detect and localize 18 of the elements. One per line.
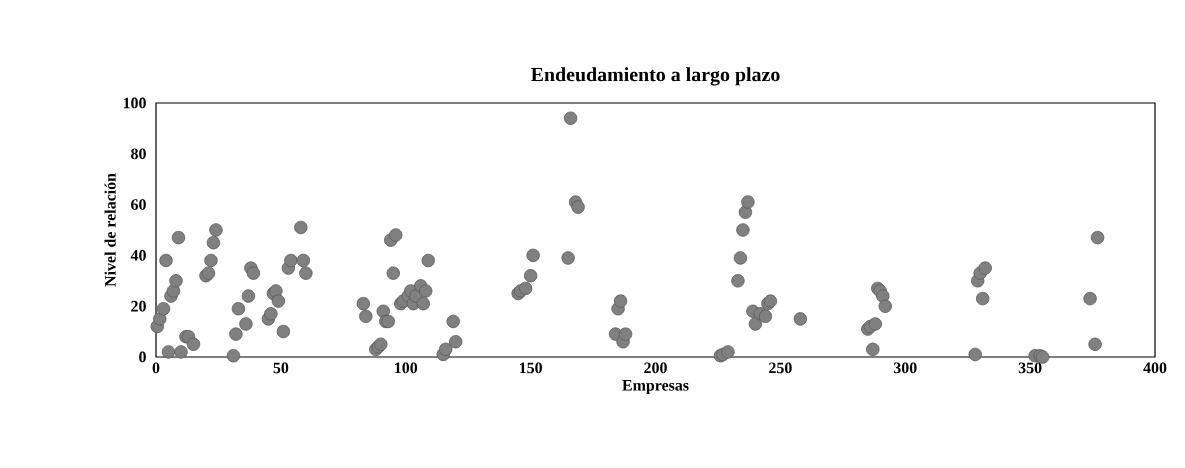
y-tick-label: 20 bbox=[131, 300, 146, 312]
x-tick-label: 200 bbox=[644, 362, 667, 374]
x-tick-label: 300 bbox=[893, 362, 917, 374]
y-tick-label: 40 bbox=[130, 250, 146, 261]
x-tick-label: 0 bbox=[152, 362, 160, 374]
x-axis-title: Empresas bbox=[622, 380, 689, 394]
x-tick-label: 400 bbox=[1143, 362, 1167, 374]
y-tick-label: 60 bbox=[131, 199, 146, 210]
x-tick-label: 50 bbox=[273, 362, 289, 374]
y-axis-title: Nivel de relación bbox=[104, 173, 116, 287]
x-tick-label: 100 bbox=[395, 362, 418, 374]
y-tick-label: 80 bbox=[131, 148, 146, 160]
x-tick-label: 350 bbox=[1018, 362, 1042, 374]
x-tick-label: 150 bbox=[519, 362, 542, 374]
y-tick-label: 0 bbox=[139, 351, 146, 363]
y-tick-label: 100 bbox=[123, 97, 146, 109]
chart-title: Endeudamiento a largo plazo bbox=[531, 67, 780, 86]
x-tick-label: 250 bbox=[769, 362, 792, 374]
